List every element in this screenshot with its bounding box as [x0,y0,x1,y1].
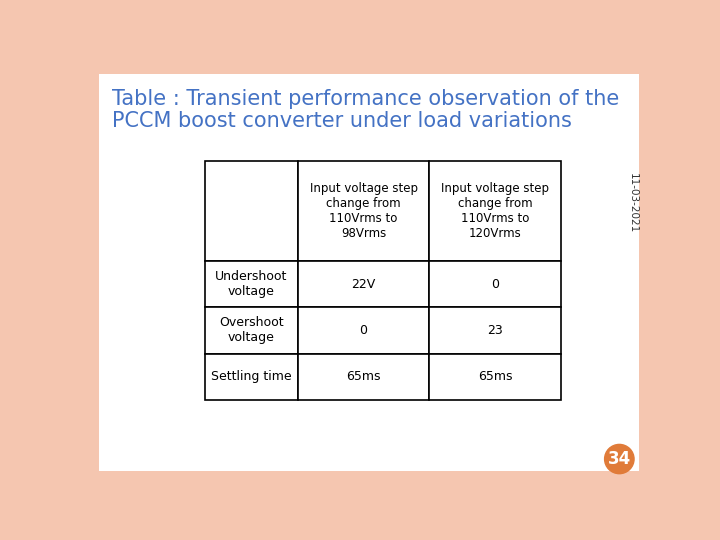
Bar [204,354,297,400]
Text: Table : Transient performance observation of the: Table : Transient performance observatio… [112,90,619,110]
Text: Input voltage step
change from
110Vrms to
120Vrms: Input voltage step change from 110Vrms t… [441,182,549,240]
Bar [429,354,561,400]
FancyBboxPatch shape [99,74,639,471]
Bar [204,261,297,307]
Bar [297,354,429,400]
Bar [429,307,561,354]
Text: Undershoot
voltage: Undershoot voltage [215,270,287,298]
Bar [297,307,429,354]
Circle shape [605,444,634,474]
Bar [297,161,429,261]
Bar [429,161,561,261]
Text: 0: 0 [359,324,368,337]
Text: Settling time: Settling time [211,370,292,383]
Bar [204,307,297,354]
Text: 34: 34 [608,450,631,468]
Text: 22V: 22V [351,278,376,291]
Bar [429,261,561,307]
Bar [297,261,429,307]
Text: 11-03-2021: 11-03-2021 [628,173,637,233]
Text: 23: 23 [487,324,503,337]
Text: Overshoot
voltage: Overshoot voltage [219,316,284,345]
Text: 0: 0 [491,278,500,291]
Text: Input voltage step
change from
110Vrms to
98Vrms: Input voltage step change from 110Vrms t… [310,182,418,240]
Text: 65ms: 65ms [346,370,381,383]
Text: 65ms: 65ms [478,370,513,383]
Text: PCCM boost converter under load variations: PCCM boost converter under load variatio… [112,111,572,131]
Bar [204,161,297,261]
